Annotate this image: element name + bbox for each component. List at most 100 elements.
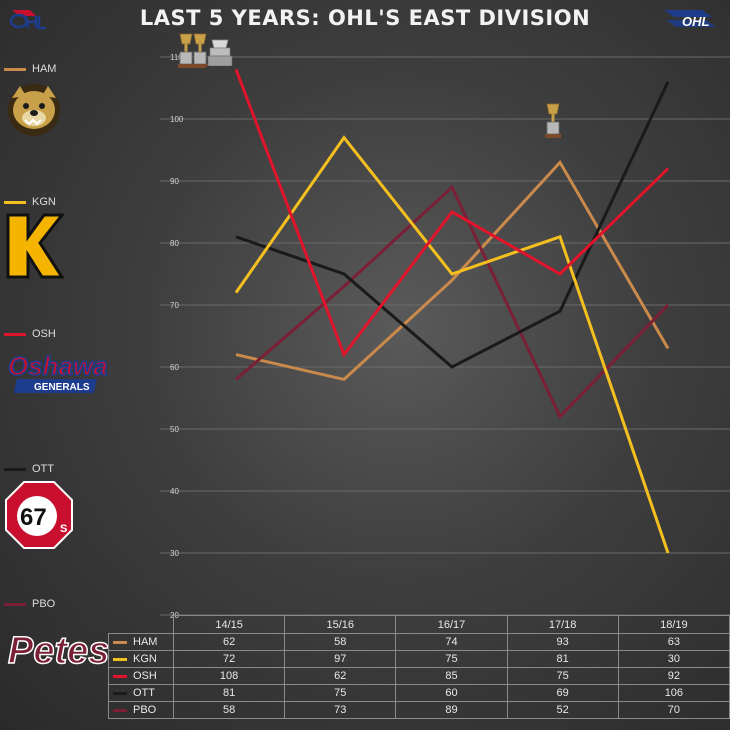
cup-band bbox=[209, 47, 231, 57]
table-row: PBO 58 73 89 52 70 bbox=[108, 701, 730, 719]
table-row-label: OSH bbox=[108, 667, 174, 685]
legend-swatch bbox=[4, 602, 26, 606]
y-tick-label: 30 bbox=[170, 549, 179, 558]
y-tick-label: 70 bbox=[170, 301, 179, 310]
table-cell: 73 bbox=[284, 701, 397, 719]
legend-label: HAM bbox=[32, 63, 57, 75]
legend-ham: HAM bbox=[4, 62, 116, 140]
table-row-label: PBO bbox=[108, 701, 174, 719]
legend-label: OSH bbox=[32, 328, 56, 340]
row-swatch bbox=[113, 708, 127, 712]
trophy-base bbox=[179, 51, 193, 65]
table-cell: 58 bbox=[284, 633, 397, 651]
trophy-icon bbox=[192, 33, 208, 68]
oshawa-logo-subtext: GENERALS bbox=[34, 382, 90, 393]
ohl-logo-text: OHL bbox=[682, 14, 710, 29]
table-row: KGN 72 97 75 81 30 bbox=[108, 650, 730, 668]
row-label-text: PBO bbox=[133, 704, 157, 716]
row-swatch bbox=[113, 657, 127, 661]
y-tick-label: 100 bbox=[170, 115, 184, 124]
series-line-pbo bbox=[235, 184, 670, 420]
ottawa-logo-subtext: S bbox=[60, 523, 67, 535]
kingston-frontenacs-logo: K bbox=[6, 213, 64, 279]
ottawa-logo-text: 67 bbox=[20, 504, 47, 531]
series-line-kgn bbox=[234, 135, 670, 554]
table-cell: 75 bbox=[506, 667, 619, 685]
table-cell: 69 bbox=[506, 684, 619, 702]
cup-icon bbox=[206, 39, 234, 72]
table-header-cell: 18/19 bbox=[617, 615, 730, 634]
y-tick-label: 50 bbox=[170, 425, 179, 434]
legend-swatch bbox=[4, 67, 26, 71]
trophy-cup bbox=[179, 33, 193, 45]
legend-pbo: PBO Petes bbox=[4, 597, 116, 681]
table-header-cell: 15/16 bbox=[284, 615, 397, 634]
peterborough-petes-logo: Petes bbox=[7, 629, 110, 673]
table-cell: 81 bbox=[506, 650, 619, 668]
ohl-logo: OHL bbox=[664, 10, 716, 29]
ottawa-67s-logo: 67 S bbox=[5, 481, 73, 549]
table-cell: 52 bbox=[506, 701, 619, 719]
table-cell: 74 bbox=[395, 633, 508, 651]
row-label-text: HAM bbox=[133, 636, 158, 648]
oshawa-generals-logo: Oshawa GENERALS bbox=[7, 350, 108, 393]
legend-label: OTT bbox=[32, 463, 54, 475]
table-cell: 58 bbox=[172, 701, 286, 719]
trophy-stem bbox=[184, 44, 188, 52]
chart-grid bbox=[160, 56, 730, 616]
chart-series bbox=[234, 68, 670, 554]
table-cell: 60 bbox=[395, 684, 508, 702]
cup-band bbox=[207, 55, 233, 67]
table-cell: 62 bbox=[284, 667, 397, 685]
table-header-cell: 14/15 bbox=[172, 615, 286, 634]
y-tick-label: 80 bbox=[170, 239, 179, 248]
row-label-text: OTT bbox=[133, 687, 155, 699]
trophy-plinth bbox=[192, 64, 208, 68]
table-row: OTT 81 75 60 69 106 bbox=[108, 684, 730, 702]
table-cell: 63 bbox=[617, 633, 730, 651]
table-header-row: 14/15 15/16 16/17 17/18 18/19 bbox=[109, 615, 730, 634]
y-tick-label: 60 bbox=[170, 363, 179, 372]
oshawa-logo-text: Oshawa bbox=[8, 351, 108, 381]
table-header-cell: 17/18 bbox=[506, 615, 619, 634]
table-cell: 89 bbox=[395, 701, 508, 719]
table-cell: 93 bbox=[506, 633, 619, 651]
y-tick-label: 40 bbox=[170, 487, 179, 496]
table-cell: 106 bbox=[617, 684, 730, 702]
trophy-icon bbox=[545, 103, 561, 138]
table-corner bbox=[109, 616, 174, 634]
legend-swatch bbox=[4, 467, 26, 471]
legend-label: KGN bbox=[32, 196, 56, 208]
table-cell: 72 bbox=[172, 650, 286, 668]
table-cell: 70 bbox=[617, 701, 730, 719]
table-row: OSH 108 62 85 75 92 bbox=[108, 667, 730, 685]
legend-label: PBO bbox=[32, 598, 56, 610]
table-cell: 75 bbox=[395, 650, 508, 668]
row-swatch bbox=[113, 640, 127, 644]
cup-base bbox=[206, 66, 234, 72]
legend-swatch bbox=[4, 200, 26, 204]
table-row-label: HAM bbox=[108, 633, 174, 651]
chart-title: LAST 5 YEARS: OHL'S EAST DIVISION bbox=[139, 6, 591, 30]
cup-bowl bbox=[211, 39, 229, 49]
table-cell: 81 bbox=[172, 684, 286, 702]
trophy-cup bbox=[193, 33, 207, 45]
table-cell: 75 bbox=[284, 684, 397, 702]
trophy-base bbox=[193, 51, 207, 65]
legend-kgn: KGN K bbox=[4, 195, 116, 279]
petes-logo-text: Petes bbox=[8, 630, 109, 672]
trophy-plinth bbox=[178, 64, 194, 68]
table-cell: 30 bbox=[617, 650, 730, 668]
row-label-text: KGN bbox=[133, 653, 157, 665]
row-label-text: OSH bbox=[133, 670, 157, 682]
series-line-osh bbox=[234, 68, 670, 358]
trophy-stem bbox=[198, 44, 202, 52]
trophy-stem bbox=[551, 114, 555, 122]
data-table: 14/15 15/16 16/17 17/18 18/19 HAM 62 58 … bbox=[108, 615, 730, 719]
table-header-cell: 16/17 bbox=[395, 615, 508, 634]
trophy-plinth bbox=[545, 134, 561, 138]
row-swatch bbox=[113, 691, 127, 695]
table-cell: 97 bbox=[284, 650, 397, 668]
